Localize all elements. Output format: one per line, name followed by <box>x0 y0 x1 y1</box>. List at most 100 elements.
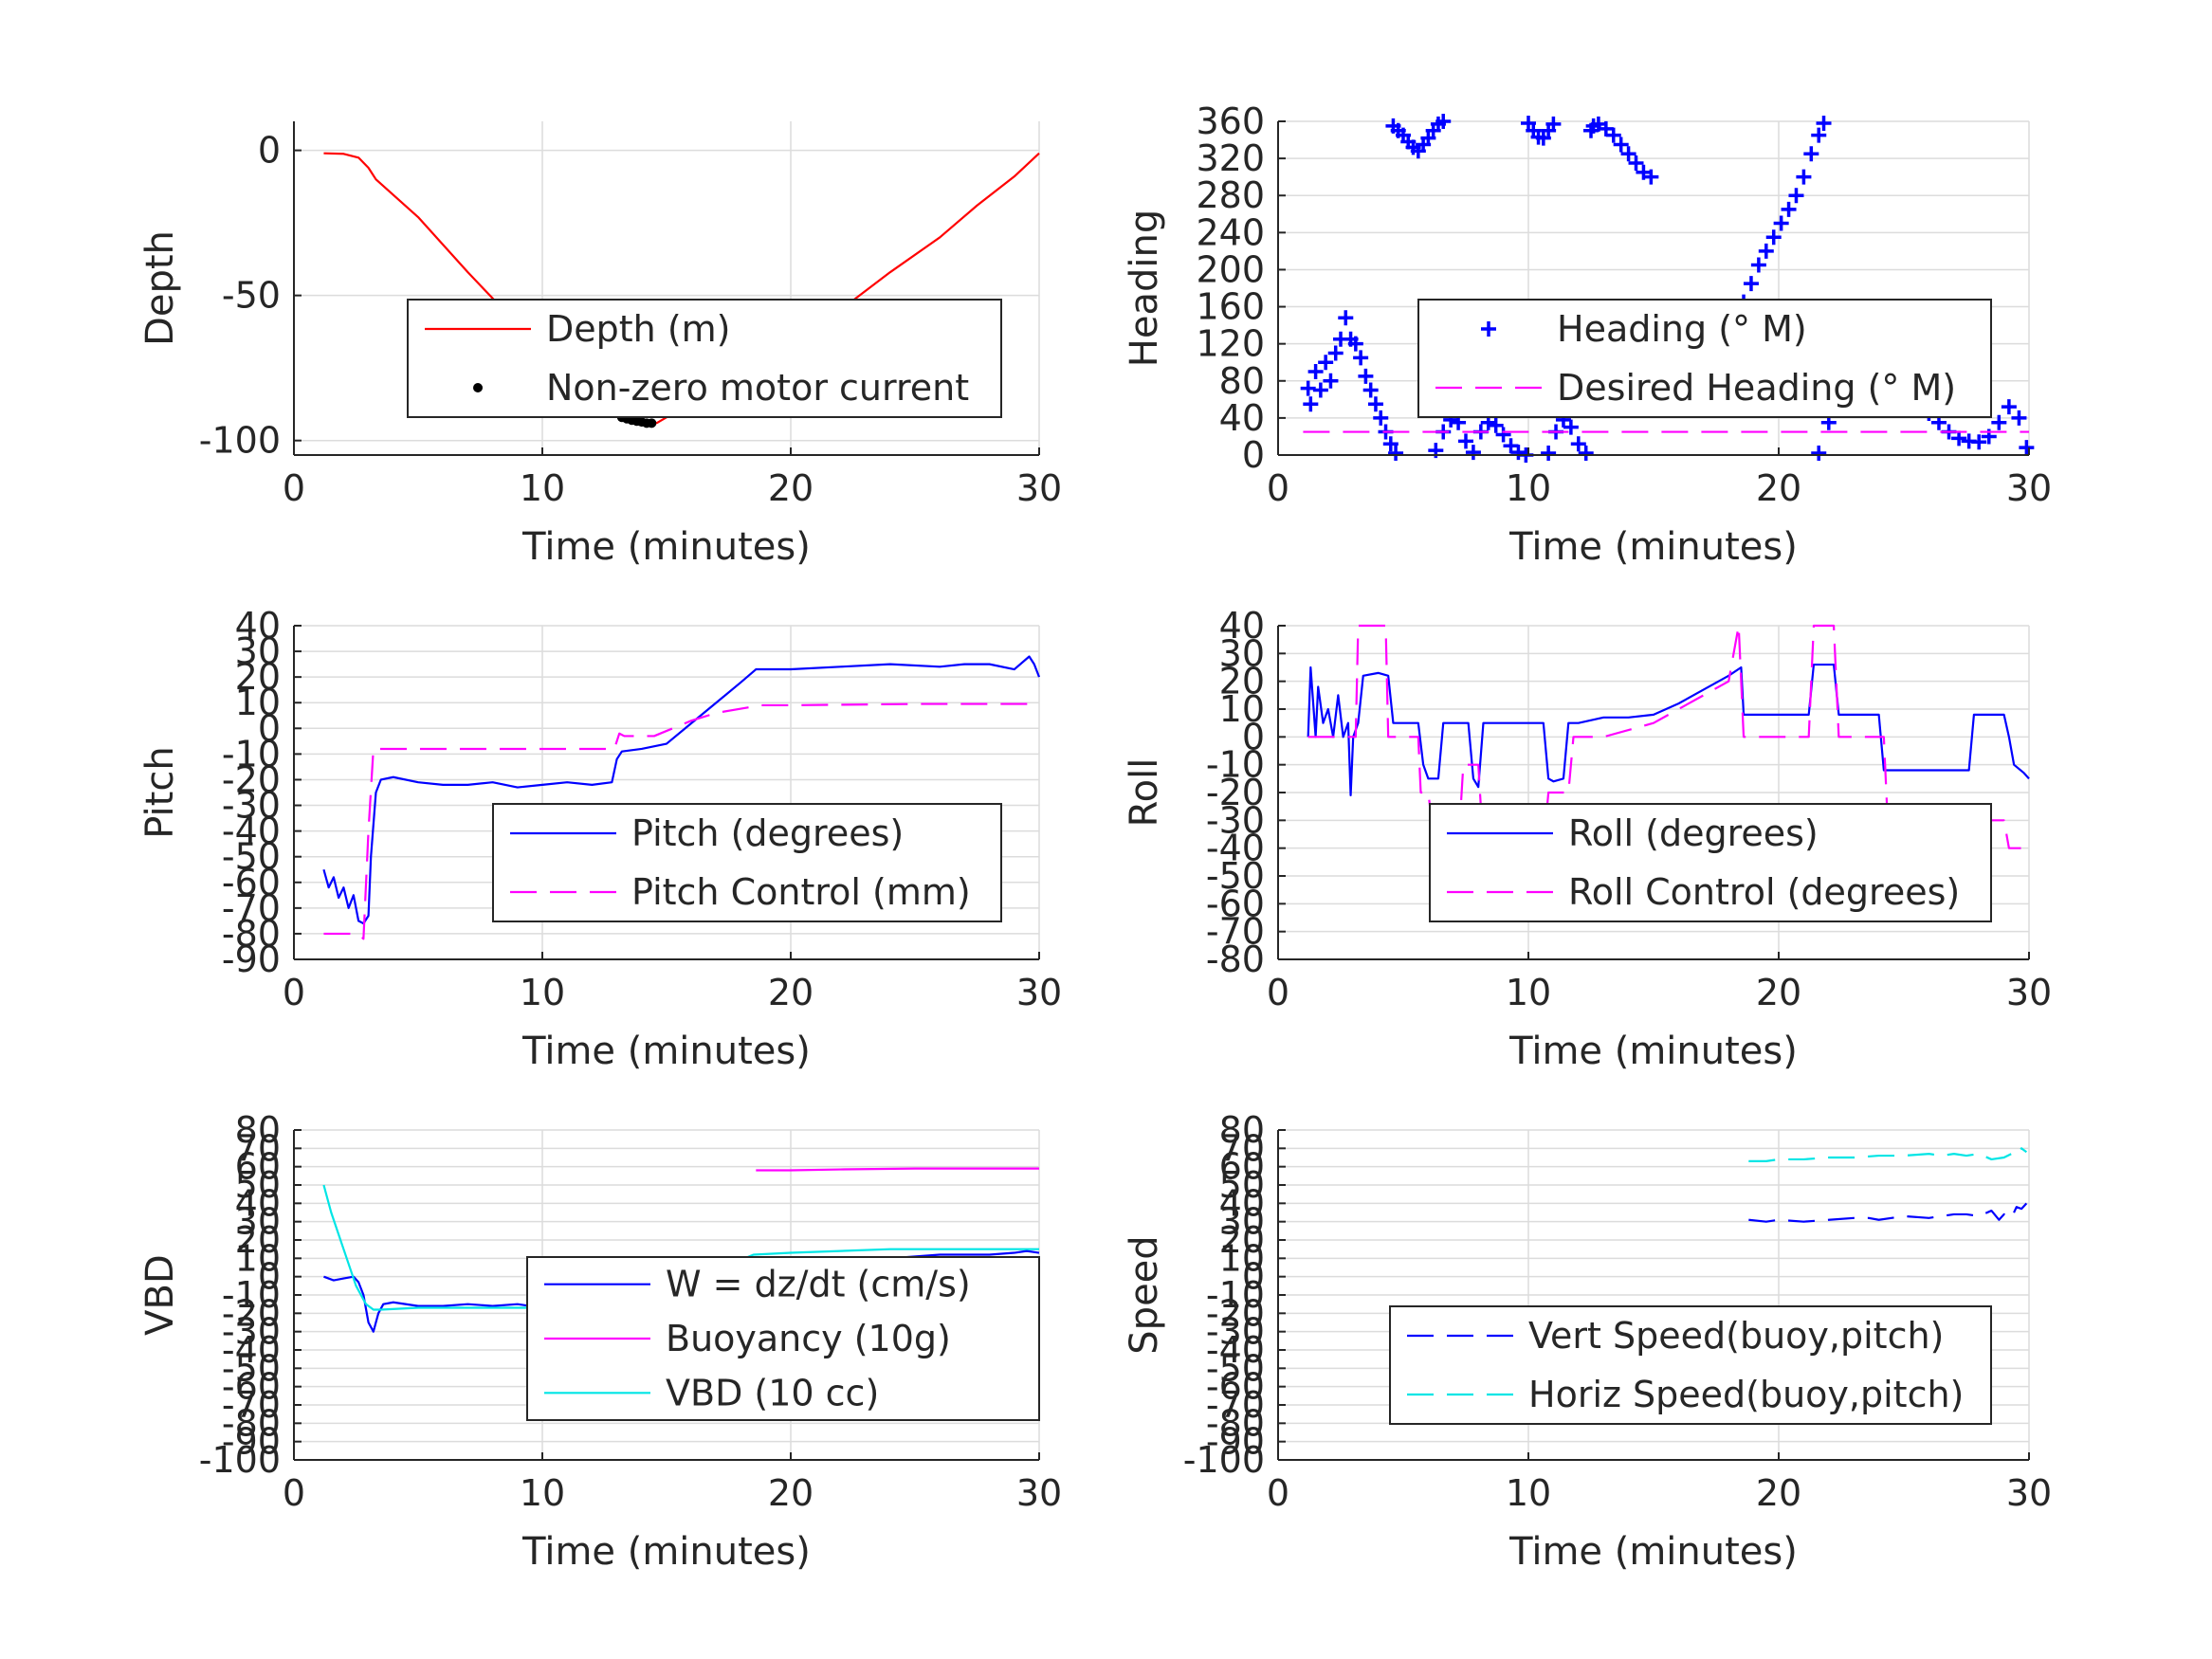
x-tick-label: 10 <box>520 1472 565 1514</box>
data-point <box>2019 440 2035 456</box>
x-tick-label: 10 <box>520 467 565 509</box>
x-tick-label: 0 <box>283 972 305 1013</box>
y-tick-label: -70 <box>222 887 281 929</box>
y-tick-label: 30 <box>1219 632 1265 674</box>
series-line-1 <box>756 1167 1039 1172</box>
x-tick-label: 0 <box>1267 972 1289 1013</box>
y-tick-label: 360 <box>1196 100 1265 142</box>
series-line-1 <box>1307 624 2029 849</box>
legend-label: Non-zero motor current <box>546 367 969 409</box>
y-tick-label: -20 <box>1206 1292 1265 1334</box>
y-tick-label: -40 <box>222 811 281 852</box>
data-point <box>1353 350 1369 366</box>
legend-label: Vert Speed(buoy,pitch) <box>1528 1315 1944 1357</box>
y-axis-label: Pitch <box>138 746 182 838</box>
y-tick-label: 40 <box>235 1182 281 1224</box>
data-point <box>1458 433 1473 449</box>
data-point <box>1796 169 1812 185</box>
data-point <box>1488 417 1504 433</box>
data-point <box>1971 434 1987 450</box>
y-tick-label: -40 <box>1206 828 1265 869</box>
x-tick-label: 10 <box>1506 467 1551 509</box>
data-point <box>1318 355 1334 371</box>
data-point <box>1816 115 1832 131</box>
y-tick-label: 10 <box>235 682 281 723</box>
y-tick-label: 40 <box>235 605 281 647</box>
x-tick-label: 20 <box>768 467 814 509</box>
x-axis-label: Time (minutes) <box>1508 1530 1798 1574</box>
x-tick-label: 0 <box>283 467 305 509</box>
y-tick-label: -80 <box>222 1402 281 1444</box>
y-tick-label: 50 <box>235 1164 281 1206</box>
y-tick-label: 20 <box>235 656 281 698</box>
chart-vbd: 0 10 20 30-100-90-80-70-60-50-40-30-20-1001… <box>138 1109 1062 1574</box>
y-tick-label: -20 <box>222 758 281 800</box>
data-point <box>1991 414 2007 430</box>
y-tick-label: 0 <box>1242 716 1265 757</box>
y-tick-label: 200 <box>1196 248 1265 290</box>
y-tick-label: 70 <box>235 1127 281 1169</box>
legend: Pitch (degrees) Pitch Control (mm) <box>492 803 1002 922</box>
y-tick-label: -50 <box>222 275 281 317</box>
data-point <box>1367 396 1383 412</box>
y-tick-label: 320 <box>1196 137 1265 179</box>
data-point <box>1510 445 1526 461</box>
legend-box <box>1429 803 1992 922</box>
y-tick-label: -50 <box>1206 855 1265 897</box>
y-tick-label: 40 <box>1219 1182 1265 1224</box>
legend-swatch <box>1481 321 1496 337</box>
y-axis-label: Heading <box>1123 210 1166 367</box>
y-tick-label: -50 <box>1206 1347 1265 1389</box>
data-point <box>1620 146 1636 162</box>
data-point <box>1465 445 1481 461</box>
legend: Heading (° M) Desired Heading (° M) <box>1417 299 1992 418</box>
data-point <box>2011 410 2027 426</box>
y-tick-label: 30 <box>235 630 281 672</box>
y-axis-label: Roll <box>1123 758 1166 828</box>
y-tick-label: 80 <box>235 1109 281 1151</box>
data-point <box>1338 310 1354 326</box>
data-point <box>1781 201 1797 217</box>
legend-label: Depth (m) <box>546 308 731 350</box>
data-point <box>1323 373 1339 389</box>
y-tick-label: 20 <box>1219 661 1265 702</box>
data-point <box>1435 114 1452 129</box>
y-tick-label: -20 <box>1206 772 1265 813</box>
legend-label: Buoyancy (10g) <box>666 1318 951 1359</box>
legend: W = dz/dt (cm/s) Buoyancy (10g) VBD (10 cc… <box>526 1256 1040 1421</box>
y-tick-label: 50 <box>1219 1164 1265 1206</box>
x-tick-label: 0 <box>283 1472 305 1514</box>
data-point <box>1312 382 1328 398</box>
legend-swatch <box>473 383 483 392</box>
y-axis-label: Depth <box>138 230 182 346</box>
x-tick-label: 20 <box>1756 1472 1801 1514</box>
data-point <box>1811 127 1827 143</box>
x-tick-label: 20 <box>1756 972 1801 1013</box>
legend-label: Desired Heading (° M) <box>1557 367 1956 409</box>
y-tick-label: 80 <box>1219 360 1265 402</box>
data-point <box>1578 446 1594 462</box>
legend-box <box>1417 299 1992 418</box>
x-tick-label: 30 <box>2006 467 2052 509</box>
data-point <box>1373 410 1389 426</box>
data-point <box>1758 243 1774 259</box>
legend-box <box>492 803 1002 922</box>
data-point <box>1811 446 1827 462</box>
y-tick-label: 10 <box>1219 688 1265 730</box>
y-tick-label: 40 <box>1219 397 1265 439</box>
legend-box <box>1389 1305 1992 1425</box>
data-point <box>1803 146 1819 162</box>
y-tick-label: 0 <box>258 707 281 749</box>
data-point <box>1327 345 1344 361</box>
y-tick-label: -90 <box>222 939 281 980</box>
x-axis-label: Time (minutes) <box>1508 525 1798 569</box>
data-point <box>1358 368 1374 384</box>
series-line-0 <box>322 655 1041 925</box>
x-axis-label: Time (minutes) <box>521 1030 811 1073</box>
data-point <box>1495 427 1511 443</box>
data-point <box>1307 364 1324 379</box>
y-tick-label: 60 <box>1219 1146 1265 1188</box>
x-tick-label: 30 <box>1016 972 1062 1013</box>
chart-depth: 0 10 20 30 0 -50 -100 Time (minutes) Depth Depth … <box>138 121 1062 569</box>
